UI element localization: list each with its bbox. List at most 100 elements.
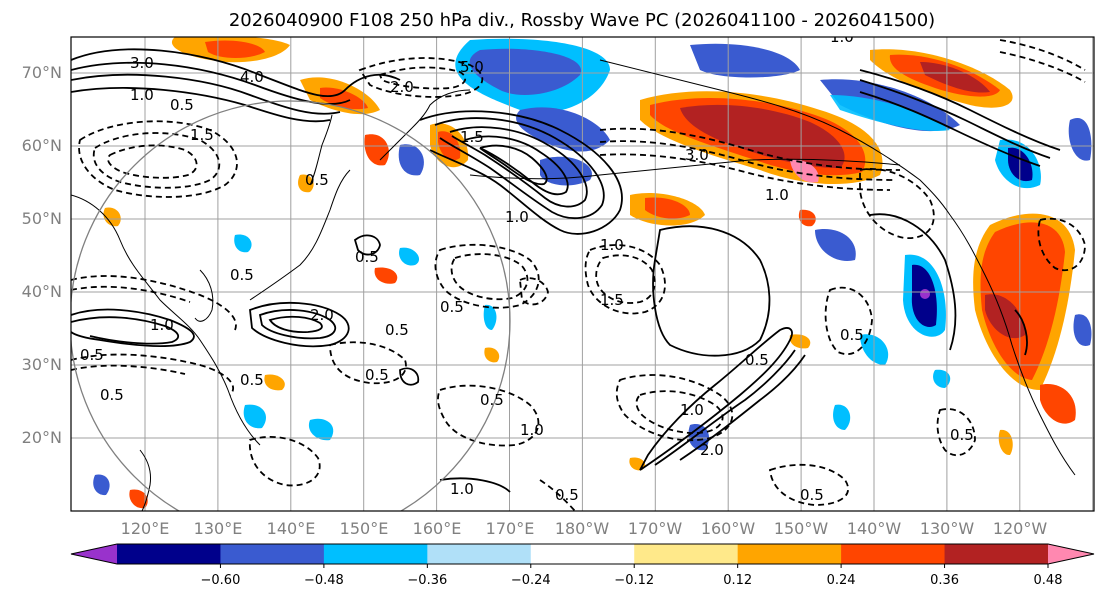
contour-solid — [479, 144, 548, 186]
contour-dashed — [595, 254, 656, 304]
contour-dashed — [358, 57, 484, 98]
contour-label: 0.5 — [840, 326, 864, 344]
contour-dashed — [599, 140, 896, 181]
contour-label: 1.5 — [190, 126, 214, 144]
shade-pos — [129, 489, 148, 509]
contour-solid — [434, 117, 605, 220]
contour-label: 1.0 — [765, 186, 789, 204]
figure-title: 2026040900 F108 250 hPa div., Rossby Wav… — [229, 10, 935, 31]
coastline-kamchatka — [379, 89, 471, 161]
shade-pos — [790, 159, 819, 183]
lon-label: 170°E — [486, 519, 535, 538]
contour-dashed — [71, 275, 237, 331]
lon-label: 170°W — [628, 519, 683, 538]
lon-label: 140°E — [267, 519, 316, 538]
contour-solid — [679, 354, 806, 461]
shade-pos — [484, 347, 500, 363]
lat-label: 40°N — [22, 282, 62, 301]
contour-dashed — [71, 353, 234, 396]
contour-dashed — [1037, 217, 1086, 272]
shade-neg — [830, 95, 950, 131]
graticule — [71, 37, 1094, 511]
contour-label: 1.0 — [130, 86, 154, 104]
contour-label: 4.0 — [240, 68, 264, 86]
coastline-japan — [249, 169, 351, 301]
lat-label: 60°N — [22, 136, 62, 155]
lon-label: 160°W — [701, 519, 756, 538]
contour-solid — [71, 316, 180, 345]
contour-label: 0.5 — [240, 371, 264, 389]
colorbar-segment — [427, 544, 532, 564]
coastline-sakhalin — [309, 114, 333, 186]
contour-label: 1.5 — [600, 291, 624, 309]
shade-neg — [690, 43, 800, 78]
contour-label: 2.0 — [310, 306, 334, 324]
contour-solid — [71, 87, 331, 123]
colorbar-segment — [117, 544, 221, 564]
shade-neg — [815, 229, 856, 261]
colorbar-tick-label: −0.60 — [201, 573, 241, 588]
contour-label: 1.0 — [520, 421, 544, 439]
contour-label: 2.0 — [390, 78, 414, 96]
shade-neg — [243, 404, 266, 429]
shade-pos — [920, 62, 990, 93]
contour-dashed — [378, 66, 467, 90]
contour-label: 0.5 — [100, 386, 124, 404]
shade-pos — [103, 207, 121, 227]
contour-solid — [71, 48, 401, 98]
contour-label: 0.5 — [365, 366, 389, 384]
contour-solid — [859, 69, 1061, 151]
colorbar-tick-label: −0.12 — [614, 573, 654, 588]
contour-dashed — [615, 374, 734, 442]
contour-label: 0.5 — [80, 346, 104, 364]
colorbar-segment — [841, 544, 946, 564]
longitude-labels: 120°E 130°E 140°E 150°E 160°E 170°E 180°… — [121, 519, 1048, 538]
contour-solid — [652, 225, 771, 357]
coastline-alaska — [599, 59, 951, 216]
shade-neg — [920, 289, 930, 299]
colorbar-segment — [323, 544, 428, 564]
shade-pos — [298, 174, 314, 193]
colorbar-tick-label: −0.36 — [407, 573, 447, 588]
contour-dashed — [107, 144, 198, 179]
contour-label: 1.5 — [460, 128, 484, 146]
shade-neg — [1068, 118, 1092, 161]
contour-dashed — [519, 277, 549, 306]
colorbar: −0.60 −0.48 −0.36 −0.24 −0.12 0.12 0.24 0.36 0.4… — [70, 543, 1095, 588]
contour-label: 1.0 — [150, 316, 174, 334]
contour-solid — [869, 213, 957, 351]
contour-solid — [419, 110, 623, 235]
contour-label: 0.5 — [950, 426, 974, 444]
colorbar-extend-max — [1048, 544, 1094, 564]
colorbar-tick-label: 0.36 — [930, 573, 959, 588]
contour-dashed — [329, 341, 407, 385]
shade-neg — [483, 304, 497, 330]
colorbar-tick-label: −0.24 — [511, 573, 551, 588]
contour-solid — [654, 349, 796, 466]
contour-dashed — [635, 390, 724, 434]
contour-label: 3.0 — [685, 146, 709, 164]
lat-label: 70°N — [22, 63, 62, 82]
contour-dashed — [437, 384, 540, 447]
shade-neg — [308, 418, 334, 441]
shade-neg — [234, 234, 252, 253]
contours-positive — [71, 48, 1061, 493]
shade-pos — [789, 334, 811, 349]
lon-label: 180°W — [555, 519, 610, 538]
shade-pos — [264, 374, 285, 391]
contour-dashed — [584, 244, 666, 315]
coastline-korea — [194, 269, 214, 322]
colorbar-outline — [70, 543, 1095, 565]
coastline-aleutians — [469, 158, 901, 180]
contour-solid — [449, 126, 588, 208]
contour-label: 1.0 — [505, 208, 529, 226]
contour-dashed — [249, 436, 321, 487]
contour-solid — [439, 477, 511, 493]
contour-label: 0.5 — [480, 391, 504, 409]
lon-label: 130°E — [194, 519, 243, 538]
shade-pos — [798, 209, 816, 227]
shade-pos — [645, 197, 690, 219]
shade-neg — [933, 369, 951, 388]
shade-neg — [398, 144, 424, 176]
